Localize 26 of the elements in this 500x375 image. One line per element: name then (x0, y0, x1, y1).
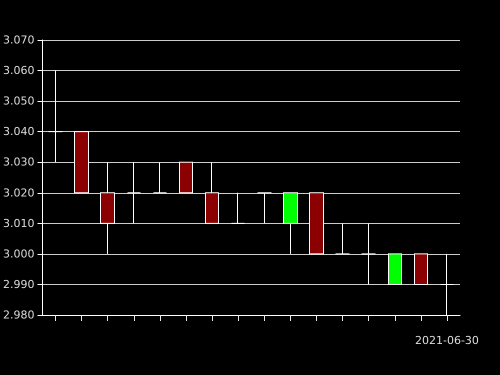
candlestick (100, 162, 115, 254)
candlestick (283, 192, 298, 254)
y-tick-label: 3.070 (2, 34, 34, 46)
candlestick (388, 253, 402, 285)
candlestick (414, 253, 428, 285)
candlestick (257, 192, 272, 224)
y-tick-label: 2.990 (2, 278, 34, 291)
y-tick-label: 2.980 (2, 308, 34, 322)
x-tick-label: 2021-06-30 (414, 334, 479, 347)
candlestick (335, 222, 350, 254)
candlestick (127, 162, 141, 224)
candlestick (74, 131, 89, 194)
candlestick (361, 222, 376, 285)
y-tick-label: 3.060 (2, 64, 34, 78)
y-tick-label: 3.050 (2, 94, 34, 108)
candlestick (205, 162, 219, 224)
candlestick (231, 192, 245, 224)
candlestick (179, 162, 193, 194)
candlestick (309, 192, 324, 254)
y-tick-label: 3.010 (2, 216, 34, 230)
candlestick (48, 70, 63, 163)
y-tick-label: 3.040 (2, 125, 34, 138)
y-tick-label: 3.000 (2, 247, 34, 260)
y-tick-label: 3.020 (2, 186, 34, 200)
y-tick-label: 3.030 (2, 156, 34, 169)
candlestick (153, 162, 167, 194)
